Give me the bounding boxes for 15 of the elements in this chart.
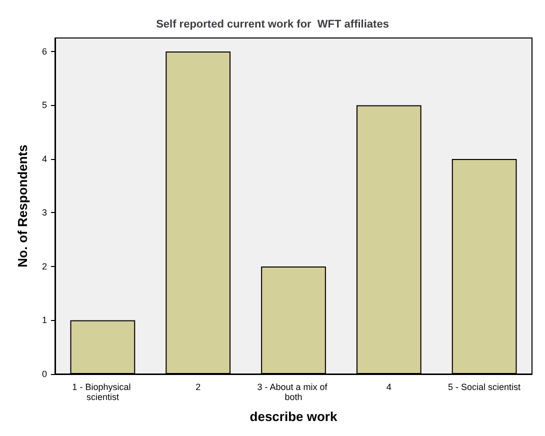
x-axis-title: describe work [250,409,338,424]
y-tick-label: 5 [42,100,47,110]
y-tick-label: 1 [42,315,47,326]
x-tick-label: 3 - About a mix of both [257,382,330,402]
y-axis-title: No. of Respondents [15,144,30,268]
x-tick-label: 4 [386,382,392,392]
x-tick-label: 2 [196,382,201,392]
chart-title: Self reported current work for WFT affiliates [156,18,389,30]
y-tick-label: 6 [42,46,47,56]
y-tick-label: 2 [42,261,47,272]
x-tick-label: 1 - Biophysical scientist [72,382,134,402]
x-tick-label: 5 - Social scientist [448,382,522,392]
y-tick-label: 3 [42,208,47,218]
y-tick-label: 0 [42,369,47,379]
y-tick-label: 4 [42,154,47,164]
